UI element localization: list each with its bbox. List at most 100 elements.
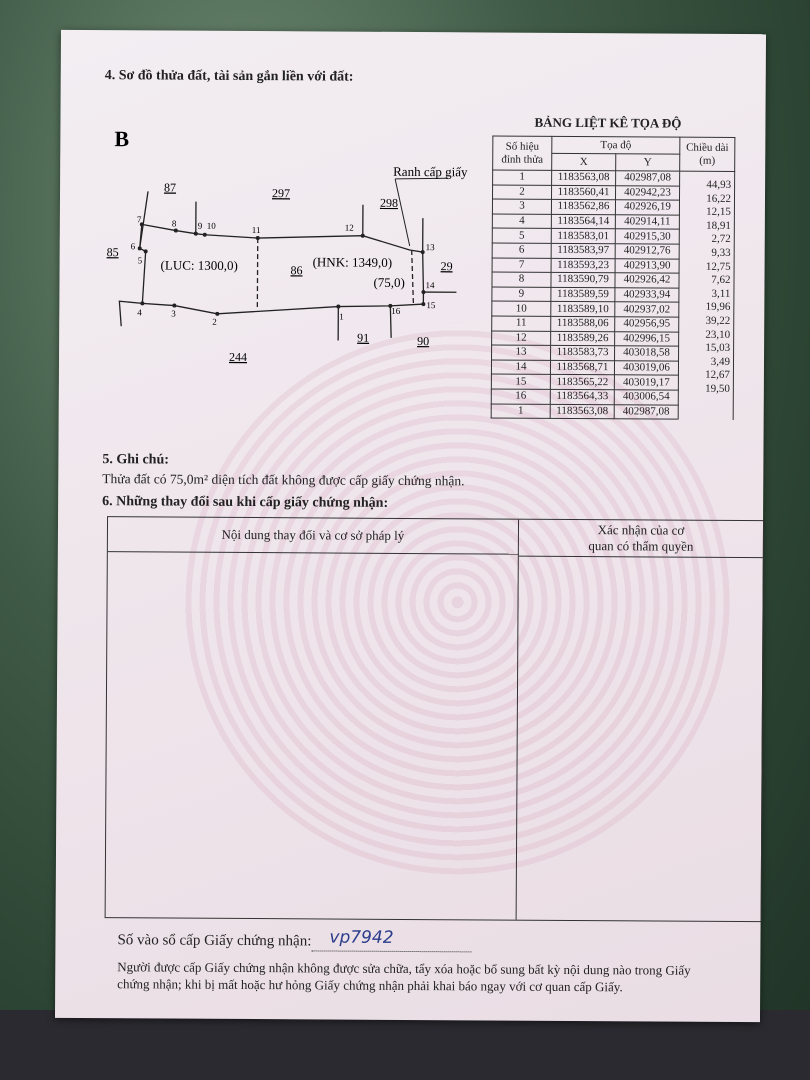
coord-cell-y: 402926,42 <box>614 272 680 288</box>
north-arrow-icon: B <box>114 126 129 151</box>
coord-cell-y: 402987,08 <box>614 404 679 420</box>
point-label: 16 <box>391 306 401 316</box>
coord-cell-x: 1183564,14 <box>551 214 616 230</box>
coord-cell-p: 15 <box>491 374 551 390</box>
coord-cell-x: 1183589,59 <box>550 287 615 303</box>
main-parcel-label: 86 <box>291 263 303 277</box>
point-label: 7 <box>137 214 142 224</box>
register-number-row: Số vào sổ cấp Giấy chứng nhận: vp7942 <box>117 928 472 953</box>
coord-row: 1 1183563,08 402987,08 44,93 16,22 12,15 18,91… <box>492 169 735 420</box>
segment-length: 3,49 <box>710 355 731 368</box>
authority-confirm-header: Xác nhận của cơ quan có thẩm quyền <box>518 519 764 559</box>
coord-cell-x: 1183565,22 <box>550 374 615 390</box>
register-handwritten-value: vp7942 <box>329 927 394 948</box>
luc-area-label: (LUC: 1300,0) <box>161 257 238 272</box>
segment-length: 16,22 <box>706 192 732 205</box>
neighbor-parcel-label: 90 <box>417 334 429 348</box>
coord-cell-y: 403019,17 <box>614 375 679 391</box>
coord-cell-x: 1183563,08 <box>550 403 615 419</box>
coord-table-title: BẢNG LIỆT KÊ TỌA ĐỘ <box>534 114 682 131</box>
segment-length: 9,33 <box>711 246 731 259</box>
point-label: 12 <box>345 223 354 233</box>
coord-cell-y: 403018,58 <box>614 345 679 361</box>
coord-cell-x: 1183563,08 <box>551 170 616 186</box>
coord-cell-x: 1183560,41 <box>551 184 616 200</box>
segment-length: 44,93 <box>706 178 732 191</box>
coord-cell-y: 402996,15 <box>614 331 679 347</box>
coord-cell-p: 13 <box>491 345 551 361</box>
point-label: 9 <box>198 221 203 231</box>
coord-cell-x: 1183583,01 <box>551 228 616 244</box>
coord-cell-p: 6 <box>492 242 552 258</box>
section5-note: Thửa đất có 75,0m² diện tích đất không đ… <box>102 471 465 489</box>
coord-cell-y: 403019,06 <box>614 360 679 376</box>
coord-cell-x: 1183589,26 <box>550 330 615 346</box>
section6-title: 6. Những thay đổi sau khi cấp giấy chứng… <box>102 494 389 511</box>
coord-cell-p: 1 <box>491 403 551 419</box>
segment-length: 12,75 <box>705 260 731 273</box>
point-label: 10 <box>207 221 217 231</box>
coord-cell-p: 1 <box>492 169 552 185</box>
coord-cell-y: 402956,95 <box>614 316 679 332</box>
coord-cell-y: 402912,76 <box>615 243 680 259</box>
segment-length: 15,03 <box>705 341 731 355</box>
coord-cell-x: 1183583,73 <box>550 345 615 361</box>
changes-table: Nội dung thay đổi và cơ sở pháp lý Xác n… <box>104 516 765 923</box>
coord-cell-p: 4 <box>492 213 552 229</box>
coord-cell-x: 1183568,71 <box>550 360 615 376</box>
col-y-header: Y <box>615 153 680 172</box>
coord-cell-p: 5 <box>492 228 552 244</box>
point-label: 1 <box>339 312 344 322</box>
neighbor-boundaries <box>118 191 457 341</box>
coord-cell-y: 402915,30 <box>615 229 680 245</box>
coord-cell-p: 2 <box>492 184 552 200</box>
coord-cell-x: 1183593,23 <box>551 257 616 273</box>
segment-length: 7,62 <box>711 273 731 287</box>
point-label: 6 <box>131 241 136 251</box>
segment-length: 19,50 <box>705 382 730 395</box>
neighbor-parcel-label: 85 <box>107 245 119 259</box>
coord-cell-p: 14 <box>491 359 551 375</box>
coord-cell-p: 16 <box>491 388 551 404</box>
point-label: 4 <box>137 307 142 317</box>
coord-cell-x: 1183590,79 <box>550 272 616 288</box>
boundary-leader <box>394 177 449 247</box>
point-label: 11 <box>252 225 261 235</box>
land-certificate-page: 4. Sơ đồ thửa đất, tài sản gắn liền với … <box>54 29 767 1023</box>
segment-length: 23,10 <box>705 328 731 341</box>
authority-header-line2: quan có thẩm quyền <box>588 538 694 554</box>
parcel-diagram: B Ranh cấp giấy 1 2 3 4 5 6 7 8 9 10 11 … <box>107 126 468 364</box>
length-column: 44,93 16,22 12,15 18,91 2,72 9,33 12,75 7,62 3,1… <box>678 171 735 420</box>
segment-length: 3,11 <box>711 287 731 300</box>
boundary-label: Ranh cấp giấy <box>393 164 468 179</box>
coord-cell-x: 1183588,06 <box>550 316 615 332</box>
coord-cell-p: 12 <box>491 330 551 346</box>
coordinate-table: Số hiệu đỉnh thửa Tọa độ Chiều dài (m) X… <box>491 135 736 420</box>
hnk-area-label: (HNK: 1349,0) <box>313 254 393 269</box>
neighbor-parcel-label: 87 <box>164 180 176 194</box>
coord-cell-p: 11 <box>491 315 551 331</box>
excluded-area-label: (75,0) <box>373 275 405 290</box>
segment-length: 12,15 <box>706 205 731 219</box>
segment-length: 19,96 <box>705 301 731 314</box>
coord-cell-y: 402937,02 <box>614 302 679 318</box>
section5-title: 5. Ghi chú: <box>102 452 169 468</box>
point-label: 2 <box>212 317 217 327</box>
coord-cell-p: 9 <box>491 286 551 302</box>
footer-notice: Người được cấp Giấy chứng nhận không đượ… <box>117 959 691 995</box>
coord-cell-y: 402926,19 <box>615 199 680 215</box>
coord-cell-p: 3 <box>492 199 552 215</box>
segment-length: 39,22 <box>705 314 731 327</box>
coord-cell-x: 1183562,86 <box>551 199 616 215</box>
neighbor-parcel-label: 91 <box>357 331 369 345</box>
coord-cell-x: 1183589,10 <box>550 301 615 317</box>
point-label: 8 <box>172 219 177 229</box>
neighbor-parcel-label: 298 <box>380 196 398 210</box>
coord-cell-y: 403006,54 <box>614 389 679 405</box>
col-length-header: Chiều dài (m) <box>679 137 735 172</box>
neighbor-parcel-label: 29 <box>441 259 453 273</box>
column-divider <box>515 553 519 920</box>
segment-length: 2,72 <box>711 233 731 246</box>
background-surface <box>0 1010 810 1080</box>
register-number-field: vp7942 <box>311 928 472 953</box>
